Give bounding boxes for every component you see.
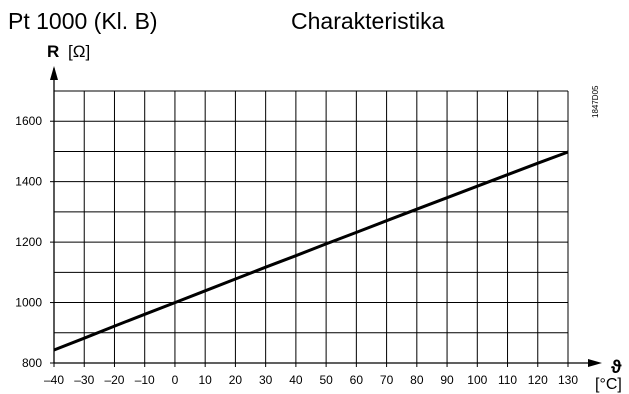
y-tick-label-4: 1600 (15, 114, 42, 128)
x-tick-label-13: 90 (440, 373, 454, 387)
y-axis-unit: [Ω] (68, 42, 90, 61)
x-tick-label-0: –40 (44, 373, 64, 387)
x-tick-label-7: 30 (259, 373, 273, 387)
y-axis-label: R [Ω] (47, 42, 90, 61)
series-group (53, 150, 569, 352)
x-tick-label-16: 120 (528, 373, 548, 387)
y-tick-label-1: 1000 (15, 296, 42, 310)
x-tick-label-3: –10 (135, 373, 155, 387)
x-tick-label-9: 50 (319, 373, 333, 387)
y-tick-label-0: 800 (22, 356, 42, 370)
x-tick-label-10: 60 (350, 373, 364, 387)
x-axis-arrow (588, 359, 602, 367)
y-axis-arrow (50, 66, 58, 80)
x-tick-label-11: 70 (380, 373, 394, 387)
chart-title: Charakteristika (291, 8, 445, 34)
x-tick-label-1: –30 (74, 373, 94, 387)
series-line-0 (53, 150, 569, 352)
x-axis-symbol: ϑ (611, 357, 622, 377)
x-tick-label-14: 100 (467, 373, 487, 387)
x-tick-label-15: 110 (498, 373, 517, 387)
tick-labels: 800 1000 1200 1400 1600 –40 –30 –20 –10 0 10 20 30 40… (15, 114, 578, 387)
x-tick-label-12: 80 (410, 373, 424, 387)
x-tick-label-8: 40 (289, 373, 303, 387)
y-axis-symbol: R (47, 42, 59, 61)
grid (54, 90, 569, 363)
x-tick-label-4: 0 (172, 373, 179, 387)
y-tick-label-2: 1200 (15, 235, 42, 249)
sensor-label: Pt 1000 (Kl. B) (8, 8, 158, 34)
y-tick-label-3: 1400 (15, 175, 42, 189)
x-tick-label-6: 20 (229, 373, 243, 387)
x-axis-unit: [°C] (595, 376, 622, 393)
x-tick-label-5: 10 (198, 373, 212, 387)
x-tick-label-17: 130 (558, 373, 578, 387)
x-tick-label-2: –20 (104, 373, 124, 387)
